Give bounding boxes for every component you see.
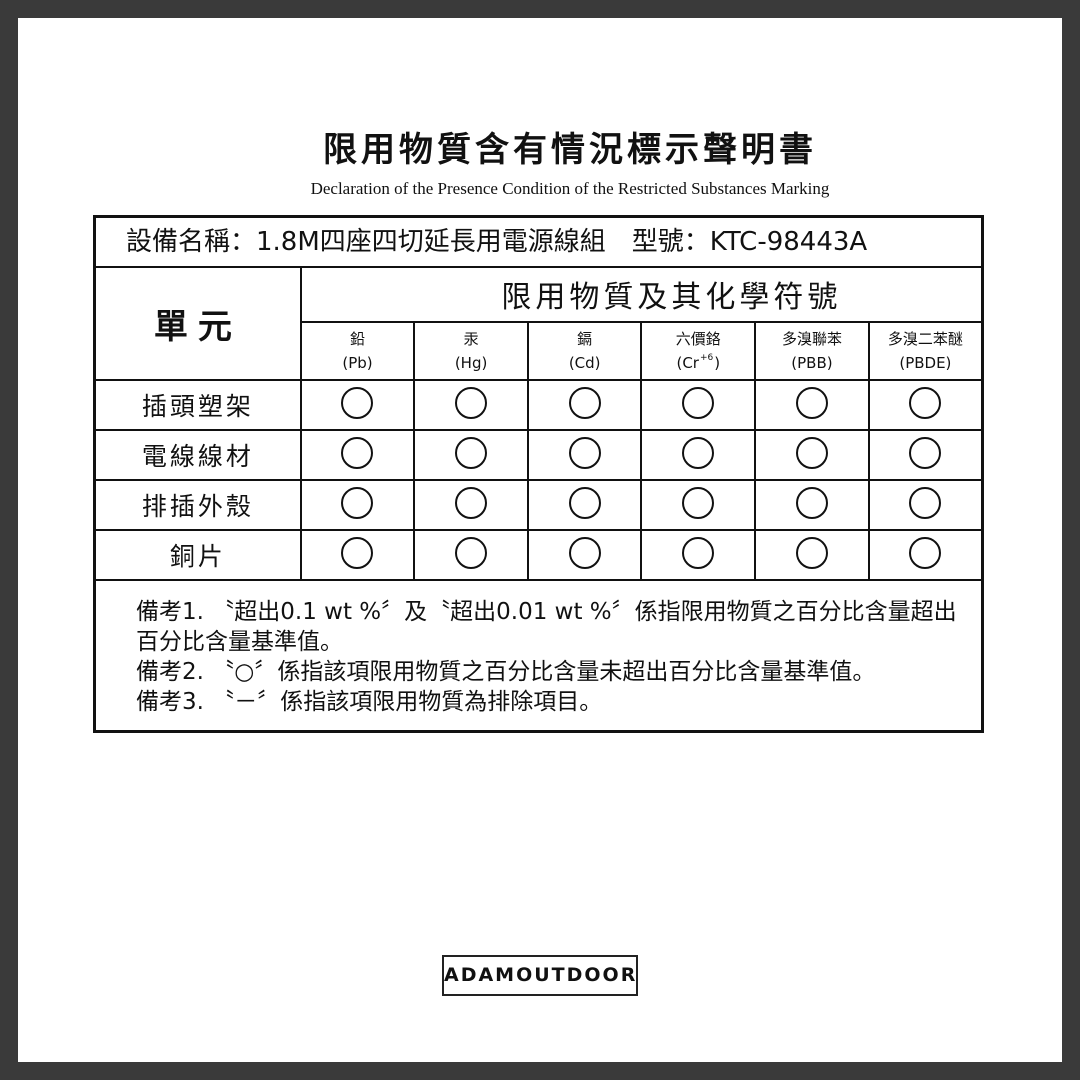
mark-cell [526,478,643,531]
substance-name: 六價鉻 [675,329,721,348]
substance-name: 鎘 [577,329,593,348]
mark-cell [867,378,984,431]
unit-name: 銅片 [93,528,302,581]
substance-header-1: 汞 (Hg) [413,320,529,381]
note-1: 備考1. 〝超出0.1 wt %〞及〝超出0.01 wt %〞係指限用物質之百分… [136,598,957,655]
circle-mark-icon [568,436,601,469]
mark-cell [299,428,416,481]
circle-mark-icon [341,436,374,469]
unit-name: 電線線材 [93,428,302,481]
substance-symbol-close: ) [714,353,721,372]
mark-cell [640,428,757,481]
substance-header-5: 多溴二苯醚 (PBDE) [867,320,984,381]
circle-mark-icon [682,536,715,569]
substance-header-2: 鎘 (Cd) [526,320,643,381]
circle-mark-icon [341,386,374,419]
mark-cell [754,528,870,581]
mark-cell [413,428,529,481]
circle-mark-icon [455,386,488,419]
unit-header: 單元 [93,265,302,381]
circle-mark-icon [341,486,374,519]
circle-mark-icon [568,536,601,569]
table-row: 電線線材 [93,428,984,481]
circle-mark-icon [682,386,715,419]
mark-cell [526,428,643,481]
circle-mark-icon [795,536,828,569]
mark-cell [413,378,529,431]
restricted-substances-table: 設備名稱：1.8M四座四切延長用電源線組 型號：KTC-98443A 單元 限用… [93,215,984,733]
circle-mark-icon [341,536,374,569]
circle-mark-icon [909,536,942,569]
table-row: 插頭塑架 [93,378,984,431]
mark-cell [526,378,643,431]
circle-mark-icon [682,486,715,519]
circle-mark-icon [795,436,828,469]
substance-symbol: (Cd) [568,353,601,372]
mark-cell [640,528,757,581]
mark-cell [526,528,643,581]
document-title: 限用物質含有情況標示聲明書 [323,130,817,170]
circle-mark-icon [455,486,488,519]
table-row: 銅片 [93,528,984,581]
table-row: 排插外殼 [93,478,984,531]
circle-mark-icon [455,436,488,469]
substance-symbol: (PBDE) [899,353,952,372]
mark-cell [299,478,416,531]
substance-symbol-superscript: +6 [699,352,714,363]
substance-header-0: 鉛 (Pb) [299,320,416,381]
brand-logo: ADAMOUTDOOR [442,955,638,996]
substance-symbol: (Cr [676,353,699,372]
mark-cell [413,528,529,581]
circle-mark-icon [795,486,828,519]
substance-header-3: 六價鉻 (Cr +6) [640,320,757,381]
substance-symbol: (PBB) [791,353,833,372]
mark-cell [754,428,870,481]
substance-name: 多溴二苯醚 [887,329,963,348]
circle-mark-icon [568,486,601,519]
notes-cell: 備考1. 〝超出0.1 wt %〞及〝超出0.01 wt %〞係指限用物質之百分… [93,578,984,733]
mark-cell [867,478,984,531]
substance-symbol: (Pb) [342,353,373,372]
substance-header-4: 多溴聯苯 (PBB) [754,320,870,381]
substance-name: 多溴聯苯 [781,329,842,348]
mark-cell [754,378,870,431]
mark-cell [640,478,757,531]
mark-cell [867,428,984,481]
substance-name: 汞 [463,329,479,348]
note-3: 備考3. 〝－〞係指該項限用物質為排除項目。 [136,688,603,715]
note-2: 備考2. 〝○〞係指該項限用物質之百分比含量未超出百分比含量基準值。 [136,658,876,685]
circle-mark-icon [682,436,715,469]
mark-cell [413,478,529,531]
mark-cell [299,528,416,581]
mark-cell [640,378,757,431]
substance-symbol: (Hg) [454,353,488,372]
circle-mark-icon [909,386,942,419]
substances-header: 限用物質及其化學符號 [299,265,984,323]
circle-mark-icon [909,436,942,469]
unit-name: 插頭塑架 [93,378,302,431]
mark-cell [299,378,416,431]
substance-name: 鉛 [349,329,365,348]
device-model-line: 設備名稱：1.8M四座四切延長用電源線組 型號：KTC-98443A [93,215,984,268]
circle-mark-icon [568,386,601,419]
mark-cell [754,478,870,531]
circle-mark-icon [455,536,488,569]
document-subtitle: Declaration of the Presence Condition of… [310,179,830,198]
unit-name: 排插外殼 [93,478,302,531]
mark-cell [867,528,984,581]
circle-mark-icon [795,386,828,419]
circle-mark-icon [909,486,942,519]
